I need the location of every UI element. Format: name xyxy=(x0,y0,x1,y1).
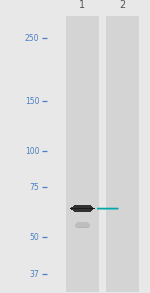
Bar xyxy=(66,16,99,292)
Text: 1: 1 xyxy=(79,0,86,10)
Bar xyxy=(75,225,90,226)
Bar xyxy=(72,206,92,207)
Bar xyxy=(71,207,93,208)
Bar xyxy=(76,223,89,224)
Text: 75: 75 xyxy=(30,183,39,192)
Text: 150: 150 xyxy=(25,97,39,106)
Text: 50: 50 xyxy=(30,233,39,242)
Bar xyxy=(75,226,90,227)
Text: 100: 100 xyxy=(25,147,39,156)
Bar xyxy=(76,227,89,228)
Bar xyxy=(75,224,90,225)
Bar xyxy=(74,205,91,206)
Bar xyxy=(74,211,91,212)
Bar xyxy=(70,208,94,209)
Bar xyxy=(71,209,93,210)
Text: 37: 37 xyxy=(30,270,39,279)
Text: 2: 2 xyxy=(119,0,126,10)
Bar xyxy=(77,227,88,228)
Bar xyxy=(77,222,88,223)
Bar xyxy=(72,210,92,211)
Bar xyxy=(106,16,139,292)
Bar xyxy=(75,224,90,225)
Bar xyxy=(70,208,94,209)
Text: 250: 250 xyxy=(25,34,39,43)
